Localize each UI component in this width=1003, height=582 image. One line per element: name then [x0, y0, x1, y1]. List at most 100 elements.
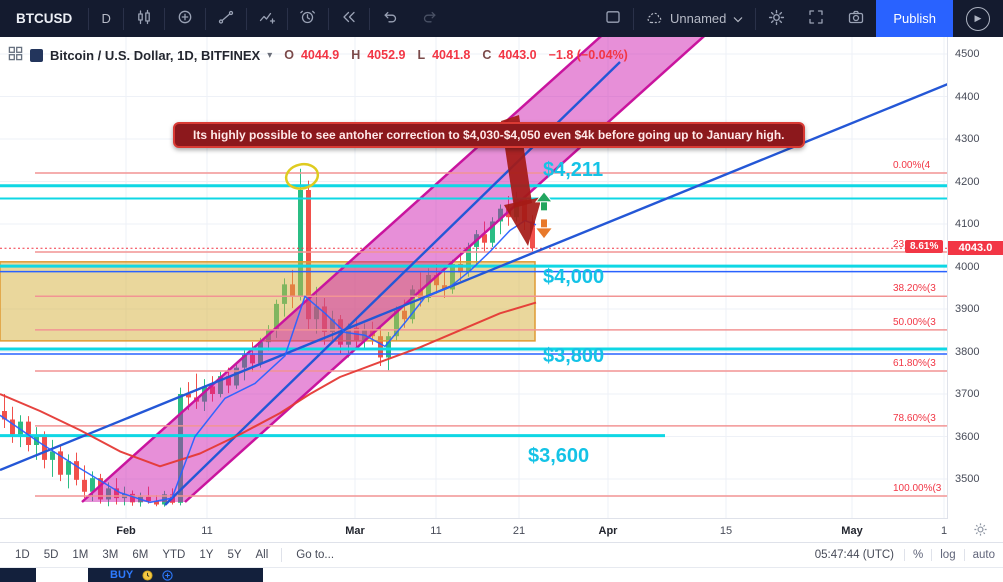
cloud-icon — [646, 10, 663, 28]
candle — [298, 190, 303, 297]
fib-percent-badge[interactable]: 8.61% — [905, 240, 944, 253]
highlight-ellipse[interactable] — [284, 161, 320, 191]
separator — [281, 548, 283, 562]
price-tick: 4400 — [955, 90, 980, 103]
price-change-value: −1.8 (−0.04%) — [548, 48, 628, 62]
goto-button[interactable]: Go to... — [296, 549, 335, 561]
annotation-note[interactable]: Its highly possible to see antoher corre… — [173, 122, 805, 148]
chart-canvas[interactable] — [0, 37, 948, 518]
price-axis[interactable]: 4500 4400 4300 4200 4100 4000 3900 3800 3700 3600… — [947, 37, 1003, 542]
trendline-tool-button[interactable] — [206, 0, 246, 37]
ohlc-high-label: H — [351, 48, 361, 62]
candle — [58, 451, 63, 475]
layout-button[interactable] — [593, 0, 633, 37]
undo-button[interactable] — [370, 0, 410, 37]
add-order-icon[interactable] — [162, 569, 173, 581]
time-axis[interactable]: Feb 11 Mar 11 21 Apr 15 May 1 — [0, 518, 948, 543]
broker-panel-tab[interactable] — [0, 568, 36, 582]
candle — [90, 478, 95, 492]
price-tick: 3800 — [955, 345, 980, 358]
time-tick: Mar — [345, 525, 365, 537]
fib-level-label: 50.00%(3 — [893, 316, 936, 328]
chart-area[interactable]: Bitcoin / U.S. Dollar, 1D, BITFINEX ▾ O 4… — [0, 37, 948, 518]
fib-retracement[interactable] — [35, 172, 948, 497]
candle — [490, 221, 495, 243]
price-callout[interactable]: $3,800 — [543, 345, 605, 367]
candle — [114, 488, 119, 499]
cloud-save-button[interactable]: Unnamed — [634, 10, 755, 28]
range-3m-button[interactable]: 3M — [95, 547, 125, 563]
arrow-down-marker[interactable] — [534, 218, 554, 240]
price-callout[interactable]: $4,211 — [543, 159, 604, 181]
publish-button[interactable]: Publish — [876, 0, 953, 37]
grid-toggle-icon[interactable] — [8, 46, 23, 64]
symbol-flag-icon[interactable] — [30, 48, 43, 62]
fib-level-label: 100.00%(3 — [893, 483, 942, 494]
candle — [378, 336, 383, 358]
candle — [466, 246, 471, 273]
ohlc-open-label: O — [284, 48, 294, 62]
range-6m-button[interactable]: 6M — [125, 547, 155, 563]
utc-clock[interactable]: 05:47:44 (UTC) — [814, 549, 895, 561]
alert-clock-icon — [300, 9, 316, 28]
redo-button[interactable] — [410, 0, 450, 37]
indicators-button[interactable] — [247, 0, 287, 37]
fullscreen-button[interactable] — [796, 0, 836, 37]
separator — [88, 7, 90, 30]
time-tick: Apr — [598, 525, 618, 537]
settings-button[interactable] — [756, 0, 796, 37]
range-ytd-button[interactable]: YTD — [155, 547, 192, 563]
price-callout[interactable]: $4,000 — [543, 266, 605, 288]
interval-button[interactable]: D — [101, 11, 111, 26]
fib-level-label: 23 — [893, 239, 905, 251]
ohlc-low-label: L — [417, 48, 426, 62]
candle — [226, 376, 231, 386]
candle — [50, 451, 55, 460]
log-scale-button[interactable]: log — [931, 549, 963, 561]
symbol-title[interactable]: Bitcoin / U.S. Dollar, 1D, BITFINEX — [50, 47, 261, 63]
snapshot-button[interactable] — [836, 0, 876, 37]
separator — [287, 7, 289, 30]
buy-button[interactable]: BUY — [110, 569, 134, 581]
ma-lines — [0, 219, 537, 504]
candle — [178, 394, 183, 503]
candle — [530, 221, 535, 249]
price-tick: 4500 — [955, 48, 980, 60]
time-tick: May — [841, 525, 863, 537]
fib-level-label: 0.00%(4 — [893, 160, 931, 171]
symbol-button[interactable]: BTCUSD — [16, 11, 73, 26]
ohlc-high-value: 4052.9 — [367, 48, 406, 62]
range-5d-button[interactable]: 5D — [37, 547, 66, 563]
candle — [18, 421, 23, 435]
axis-settings-gear-icon[interactable] — [973, 522, 988, 542]
layout-icon — [605, 9, 621, 28]
percent-scale-button[interactable]: % — [904, 549, 931, 561]
session-clock-icon[interactable] — [142, 569, 153, 581]
support-zone-rect[interactable] — [0, 261, 536, 342]
time-tick: 11 — [201, 525, 213, 537]
candle — [146, 496, 151, 502]
range-all-button[interactable]: All — [249, 547, 276, 563]
candle — [306, 190, 311, 320]
time-tick: 11 — [430, 525, 442, 537]
price-tick: 4100 — [955, 218, 980, 230]
candle — [218, 376, 223, 394]
range-1d-button[interactable]: 1D — [8, 547, 37, 563]
chart-type-button[interactable] — [124, 0, 164, 37]
alert-button[interactable] — [288, 0, 328, 37]
range-1y-button[interactable]: 1Y — [192, 547, 220, 563]
ohlc-low-value: 4041.8 — [432, 48, 471, 62]
auto-scale-button[interactable]: auto — [963, 549, 1003, 561]
compare-plus-icon — [177, 9, 193, 28]
range-1m-button[interactable]: 1M — [65, 547, 95, 563]
compare-button[interactable] — [165, 0, 205, 37]
play-button[interactable]: ▶ — [966, 6, 990, 31]
arrow-up-marker[interactable] — [534, 191, 554, 212]
price-callout[interactable]: $3,600 — [528, 445, 590, 467]
candle — [386, 336, 391, 358]
replay-button[interactable] — [329, 0, 369, 37]
range-5y-button[interactable]: 5Y — [220, 547, 248, 563]
symbol-caret-icon[interactable]: ▾ — [267, 49, 273, 61]
chart-legend: Bitcoin / U.S. Dollar, 1D, BITFINEX ▾ O 4… — [8, 46, 628, 64]
current-price-badge: 4043.0 — [948, 241, 1003, 255]
